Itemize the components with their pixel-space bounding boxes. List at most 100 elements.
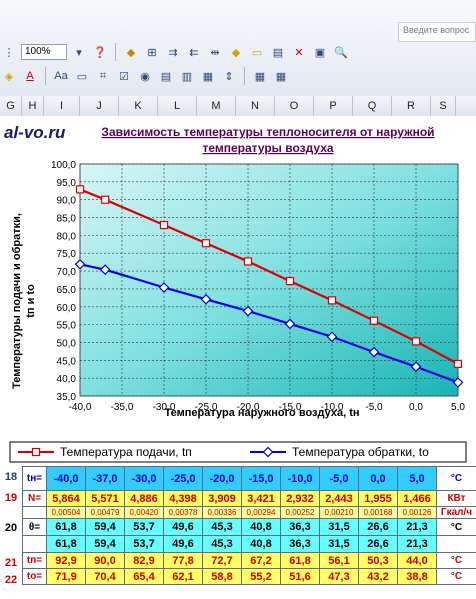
- row-number[interactable]: 20: [4, 521, 18, 534]
- table-cell[interactable]: 45,3: [202, 535, 242, 553]
- table-cell[interactable]: 0,00210: [319, 506, 359, 519]
- table-cell[interactable]: 47,3: [319, 568, 359, 585]
- table-cell[interactable]: 0,0: [358, 466, 398, 491]
- table-cell[interactable]: -40,0: [46, 466, 86, 491]
- table-cell[interactable]: 21,3: [397, 535, 437, 553]
- unit-cell[interactable]: [436, 535, 476, 553]
- table-cell[interactable]: 0,00294: [241, 506, 281, 519]
- table-cell[interactable]: 0,00504: [46, 506, 86, 519]
- help-search-input[interactable]: Введите вопрос: [398, 22, 476, 42]
- row-label[interactable]: [22, 506, 47, 519]
- table-cell[interactable]: 71,9: [46, 568, 86, 585]
- table-cell[interactable]: -5,0: [319, 466, 359, 491]
- table-cell[interactable]: 49,6: [163, 518, 203, 536]
- table-cell[interactable]: 40,8: [241, 535, 281, 553]
- table-cell[interactable]: 44,0: [397, 552, 437, 569]
- column-header-l[interactable]: L: [158, 96, 197, 116]
- table-cell[interactable]: 0,00420: [124, 506, 164, 519]
- table-cell[interactable]: 62,1: [163, 568, 203, 585]
- column-header-s[interactable]: S: [431, 96, 456, 116]
- scrollbar-icon[interactable]: ▦: [202, 70, 214, 83]
- column-header-r[interactable]: R: [392, 96, 431, 116]
- row-label[interactable]: tп=: [22, 552, 47, 569]
- table-cell[interactable]: 36,3: [280, 518, 320, 536]
- table-cell[interactable]: 45,3: [202, 518, 242, 536]
- column-header-h[interactable]: H: [22, 96, 44, 116]
- table-cell[interactable]: 49,6: [163, 535, 203, 553]
- table-cell[interactable]: 59,4: [85, 535, 125, 553]
- table-cell[interactable]: 72,7: [202, 552, 242, 569]
- table-cell[interactable]: -15,0: [241, 466, 281, 491]
- row-number[interactable]: 19: [4, 492, 18, 504]
- table-cell[interactable]: 38,8: [397, 568, 437, 585]
- table-cell[interactable]: 5,571: [85, 490, 125, 507]
- table-cell[interactable]: 0,00336: [202, 506, 242, 519]
- chart-area[interactable]: al-vo.ru Зависимость температуры теплоно…: [0, 116, 476, 466]
- zoom-dropdown-icon[interactable]: ▾: [76, 46, 82, 59]
- table-cell[interactable]: 92,9: [46, 552, 86, 569]
- column-header-m[interactable]: M: [197, 96, 236, 116]
- button-icon[interactable]: ▭: [76, 70, 88, 83]
- table-cell[interactable]: 26,6: [358, 518, 398, 536]
- diagram-icon[interactable]: ◆: [126, 46, 136, 59]
- table-cell[interactable]: -20,0: [202, 466, 242, 491]
- table-cell[interactable]: 2,443: [319, 490, 359, 507]
- column-header-p[interactable]: P: [314, 96, 353, 116]
- column-header-j[interactable]: J: [80, 96, 119, 116]
- remove-arrows-icon[interactable]: ⇹: [210, 46, 220, 59]
- watch-window-icon[interactable]: ▣: [314, 46, 326, 59]
- table-cell[interactable]: 58,8: [202, 568, 242, 585]
- table-cell[interactable]: 21,3: [397, 518, 437, 536]
- table-cell[interactable]: -37,0: [85, 466, 125, 491]
- table-cell[interactable]: 0,00378: [163, 506, 203, 519]
- folder-icon[interactable]: ▭: [251, 46, 263, 59]
- column-header-n[interactable]: N: [236, 96, 275, 116]
- table-cell[interactable]: 50,3: [358, 552, 398, 569]
- table-cell[interactable]: 40,8: [241, 518, 281, 536]
- unit-cell[interactable]: КВт: [436, 490, 476, 507]
- column-header-k[interactable]: K: [119, 96, 158, 116]
- table-cell[interactable]: 43,2: [358, 568, 398, 585]
- table-cell[interactable]: 2,932: [280, 490, 320, 507]
- listbox-icon[interactable]: ▤: [160, 70, 172, 83]
- unit-cell[interactable]: °C: [436, 552, 476, 569]
- table-cell[interactable]: 5,0: [397, 466, 437, 491]
- table-cell[interactable]: 1,955: [358, 490, 398, 507]
- table-cell[interactable]: 0,00479: [85, 506, 125, 519]
- row-label[interactable]: tн=: [22, 466, 47, 491]
- table-cell[interactable]: 36,3: [280, 535, 320, 553]
- row-number[interactable]: 18: [4, 471, 18, 483]
- table-cell[interactable]: 4,886: [124, 490, 164, 507]
- table-cell[interactable]: 4,398: [163, 490, 203, 507]
- row-number[interactable]: 21: [4, 557, 18, 569]
- table-cell[interactable]: 3,909: [202, 490, 242, 507]
- table-cell[interactable]: 31,5: [319, 518, 359, 536]
- line-chart[interactable]: al-vo.ru Зависимость температуры теплоно…: [0, 116, 476, 466]
- table-cell[interactable]: 55,2: [241, 568, 281, 585]
- unit-cell[interactable]: °C: [436, 568, 476, 585]
- table-cell[interactable]: 77,8: [163, 552, 203, 569]
- column-header-q[interactable]: Q: [353, 96, 392, 116]
- row-label[interactable]: to=: [22, 568, 47, 585]
- table-cell[interactable]: 0,00168: [358, 506, 398, 519]
- table-cell[interactable]: 59,4: [85, 518, 125, 536]
- table-cell[interactable]: 67,2: [241, 552, 281, 569]
- error-check-icon[interactable]: ◆: [231, 46, 241, 59]
- table-cell[interactable]: 5,864: [46, 490, 86, 507]
- table-cell[interactable]: 51,6: [280, 568, 320, 585]
- table-cell[interactable]: -10,0: [280, 466, 320, 491]
- table-cell[interactable]: 53,7: [124, 535, 164, 553]
- row-label[interactable]: [22, 535, 47, 553]
- unit-cell[interactable]: °C: [436, 518, 476, 536]
- row-number[interactable]: 22: [4, 574, 18, 586]
- fill-color-icon[interactable]: ◈: [4, 70, 14, 83]
- table-cell[interactable]: 31,5: [319, 535, 359, 553]
- column-header-o[interactable]: O: [275, 96, 314, 116]
- table-cell[interactable]: 3,421: [241, 490, 281, 507]
- font-color-icon[interactable]: A: [26, 70, 34, 82]
- table-cell[interactable]: 90,0: [85, 552, 125, 569]
- checkbox-icon[interactable]: ☑: [119, 70, 129, 83]
- table-cell[interactable]: 61,8: [46, 535, 86, 553]
- table-cell[interactable]: 61,8: [280, 552, 320, 569]
- zoom-select[interactable]: 100%: [21, 44, 67, 60]
